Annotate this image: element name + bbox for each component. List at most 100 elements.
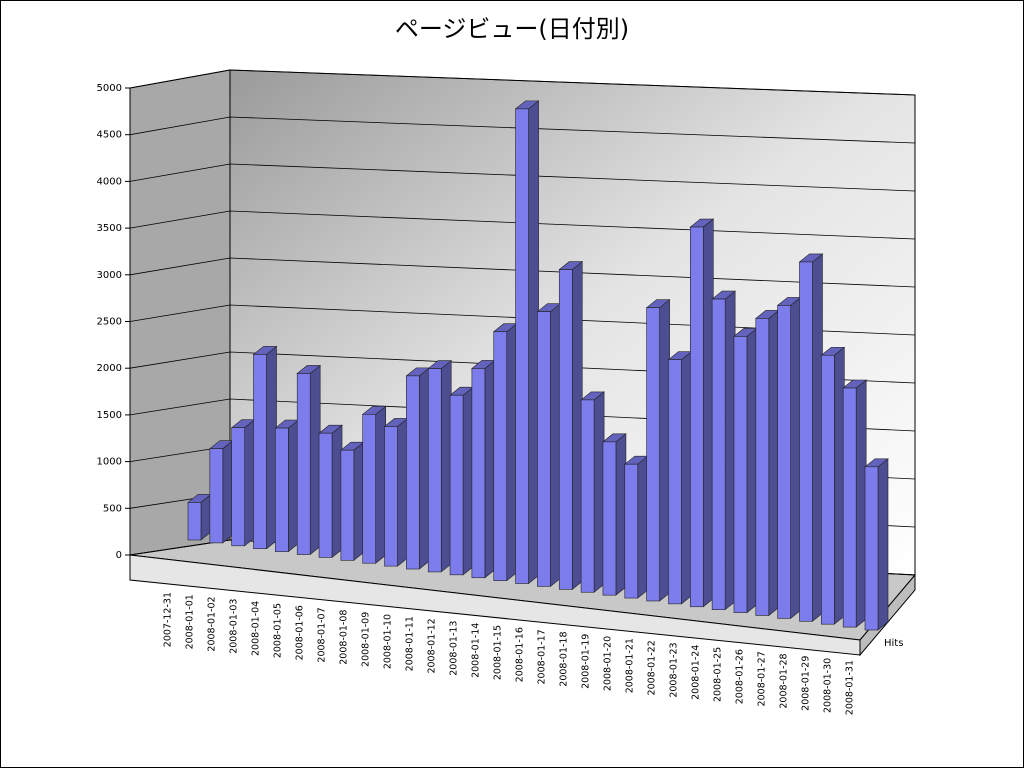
x-tick-label: 2008-01-23 (669, 642, 680, 697)
y-tick-label: 0 (116, 550, 122, 561)
bar (471, 359, 496, 579)
bar (361, 405, 387, 564)
bar-side (746, 327, 758, 614)
bar-side (855, 379, 867, 628)
bar-side (768, 309, 780, 617)
bar (536, 303, 562, 588)
bar-side (266, 345, 277, 550)
x-tick-label: 2007-12-31 (163, 592, 174, 647)
x-tick-label: 2008-01-11 (405, 616, 416, 671)
bar-front (711, 298, 726, 610)
bar (711, 290, 736, 611)
bar (733, 327, 758, 614)
bar-front (209, 448, 224, 544)
bar-side (419, 367, 430, 570)
x-tick-label: 2008-01-21 (625, 638, 636, 693)
bar-side (681, 351, 692, 605)
bar-side (659, 299, 670, 602)
x-tick-label: 2008-01-14 (471, 623, 482, 678)
x-tick-label: 2008-01-05 (273, 603, 284, 658)
bar-side (244, 419, 255, 547)
bar-side (309, 364, 321, 556)
y-tick-label: 1500 (97, 410, 122, 421)
bar-side (506, 323, 518, 582)
bar-side (790, 296, 801, 620)
grid-line (129, 116, 916, 144)
y-tick-label: 1000 (97, 457, 122, 468)
grid-line (129, 304, 916, 336)
bar (645, 299, 671, 602)
bar-front (602, 441, 617, 596)
bar-side (397, 417, 408, 567)
bar-front (821, 354, 835, 625)
x-tick-label: 2008-01-26 (735, 649, 746, 704)
bar-side (353, 441, 365, 561)
bar-front (537, 311, 551, 587)
bar (492, 323, 518, 582)
x-tick-label: 2008-01-27 (757, 651, 768, 706)
x-tick-label: 2008-01-17 (537, 629, 548, 684)
bar-front (231, 427, 245, 547)
y-tick-label: 3000 (97, 270, 122, 281)
y-tick-label: 4500 (97, 130, 122, 141)
bar (864, 458, 889, 631)
bar-front (340, 449, 355, 561)
bar (820, 346, 846, 625)
bar (754, 309, 780, 617)
x-tick-label: 2008-01-24 (691, 645, 702, 700)
bar-front (777, 305, 791, 619)
bar (580, 391, 605, 593)
bar (449, 386, 474, 576)
bar-front (646, 307, 660, 602)
bar (252, 345, 278, 550)
x-tick-label: 2008-01-04 (251, 601, 262, 656)
bar-front (384, 426, 398, 567)
bar-side (550, 303, 561, 588)
bar (340, 441, 365, 561)
bar-front (668, 359, 682, 605)
bar-front (296, 373, 311, 555)
bar-side (484, 359, 496, 579)
x-tick-label: 2008-01-15 (493, 625, 504, 680)
bar (514, 100, 540, 585)
bar-side (637, 455, 649, 599)
bar-front (799, 261, 813, 622)
x-tick-label: 2008-01-20 (603, 636, 614, 691)
y-tick-label: 4000 (97, 176, 122, 187)
bar-front (624, 463, 639, 599)
x-tick-label: 2008-01-29 (801, 656, 812, 711)
bar-front (689, 226, 704, 608)
bar (230, 419, 256, 547)
series-label: Hits (884, 638, 903, 649)
y-tick-label: 2000 (97, 363, 122, 374)
bar-front (864, 466, 879, 631)
bar (208, 440, 234, 544)
bar-front (842, 387, 857, 628)
bar (689, 218, 715, 608)
bar-side (571, 260, 583, 590)
x-tick-label: 2008-01-28 (779, 653, 790, 708)
bar-front (515, 108, 529, 584)
bar-front (449, 394, 464, 576)
bar-front (733, 336, 748, 613)
bar-front (406, 375, 420, 570)
bar-front (187, 502, 202, 541)
grid-line (129, 69, 916, 96)
bar (383, 417, 409, 567)
bar (405, 367, 431, 570)
bar-side (462, 386, 474, 576)
bar-side (593, 391, 605, 593)
x-tick-label: 2008-01-08 (339, 610, 350, 665)
bar-side (877, 458, 889, 631)
bar-side (834, 346, 845, 625)
grid-line (129, 210, 916, 240)
x-tick-label: 2008-01-07 (317, 607, 328, 662)
x-tick-label: 2008-01-01 (185, 594, 196, 649)
x-tick-label: 2008-01-25 (713, 647, 724, 702)
x-tick-label: 2008-01-12 (427, 618, 438, 673)
bar-side (222, 440, 234, 544)
bar-side (288, 419, 299, 553)
labels: 0 500 1000 1500 2000 2500 3000 3500 4000 4500 5000… (97, 83, 904, 715)
bar (318, 424, 343, 559)
